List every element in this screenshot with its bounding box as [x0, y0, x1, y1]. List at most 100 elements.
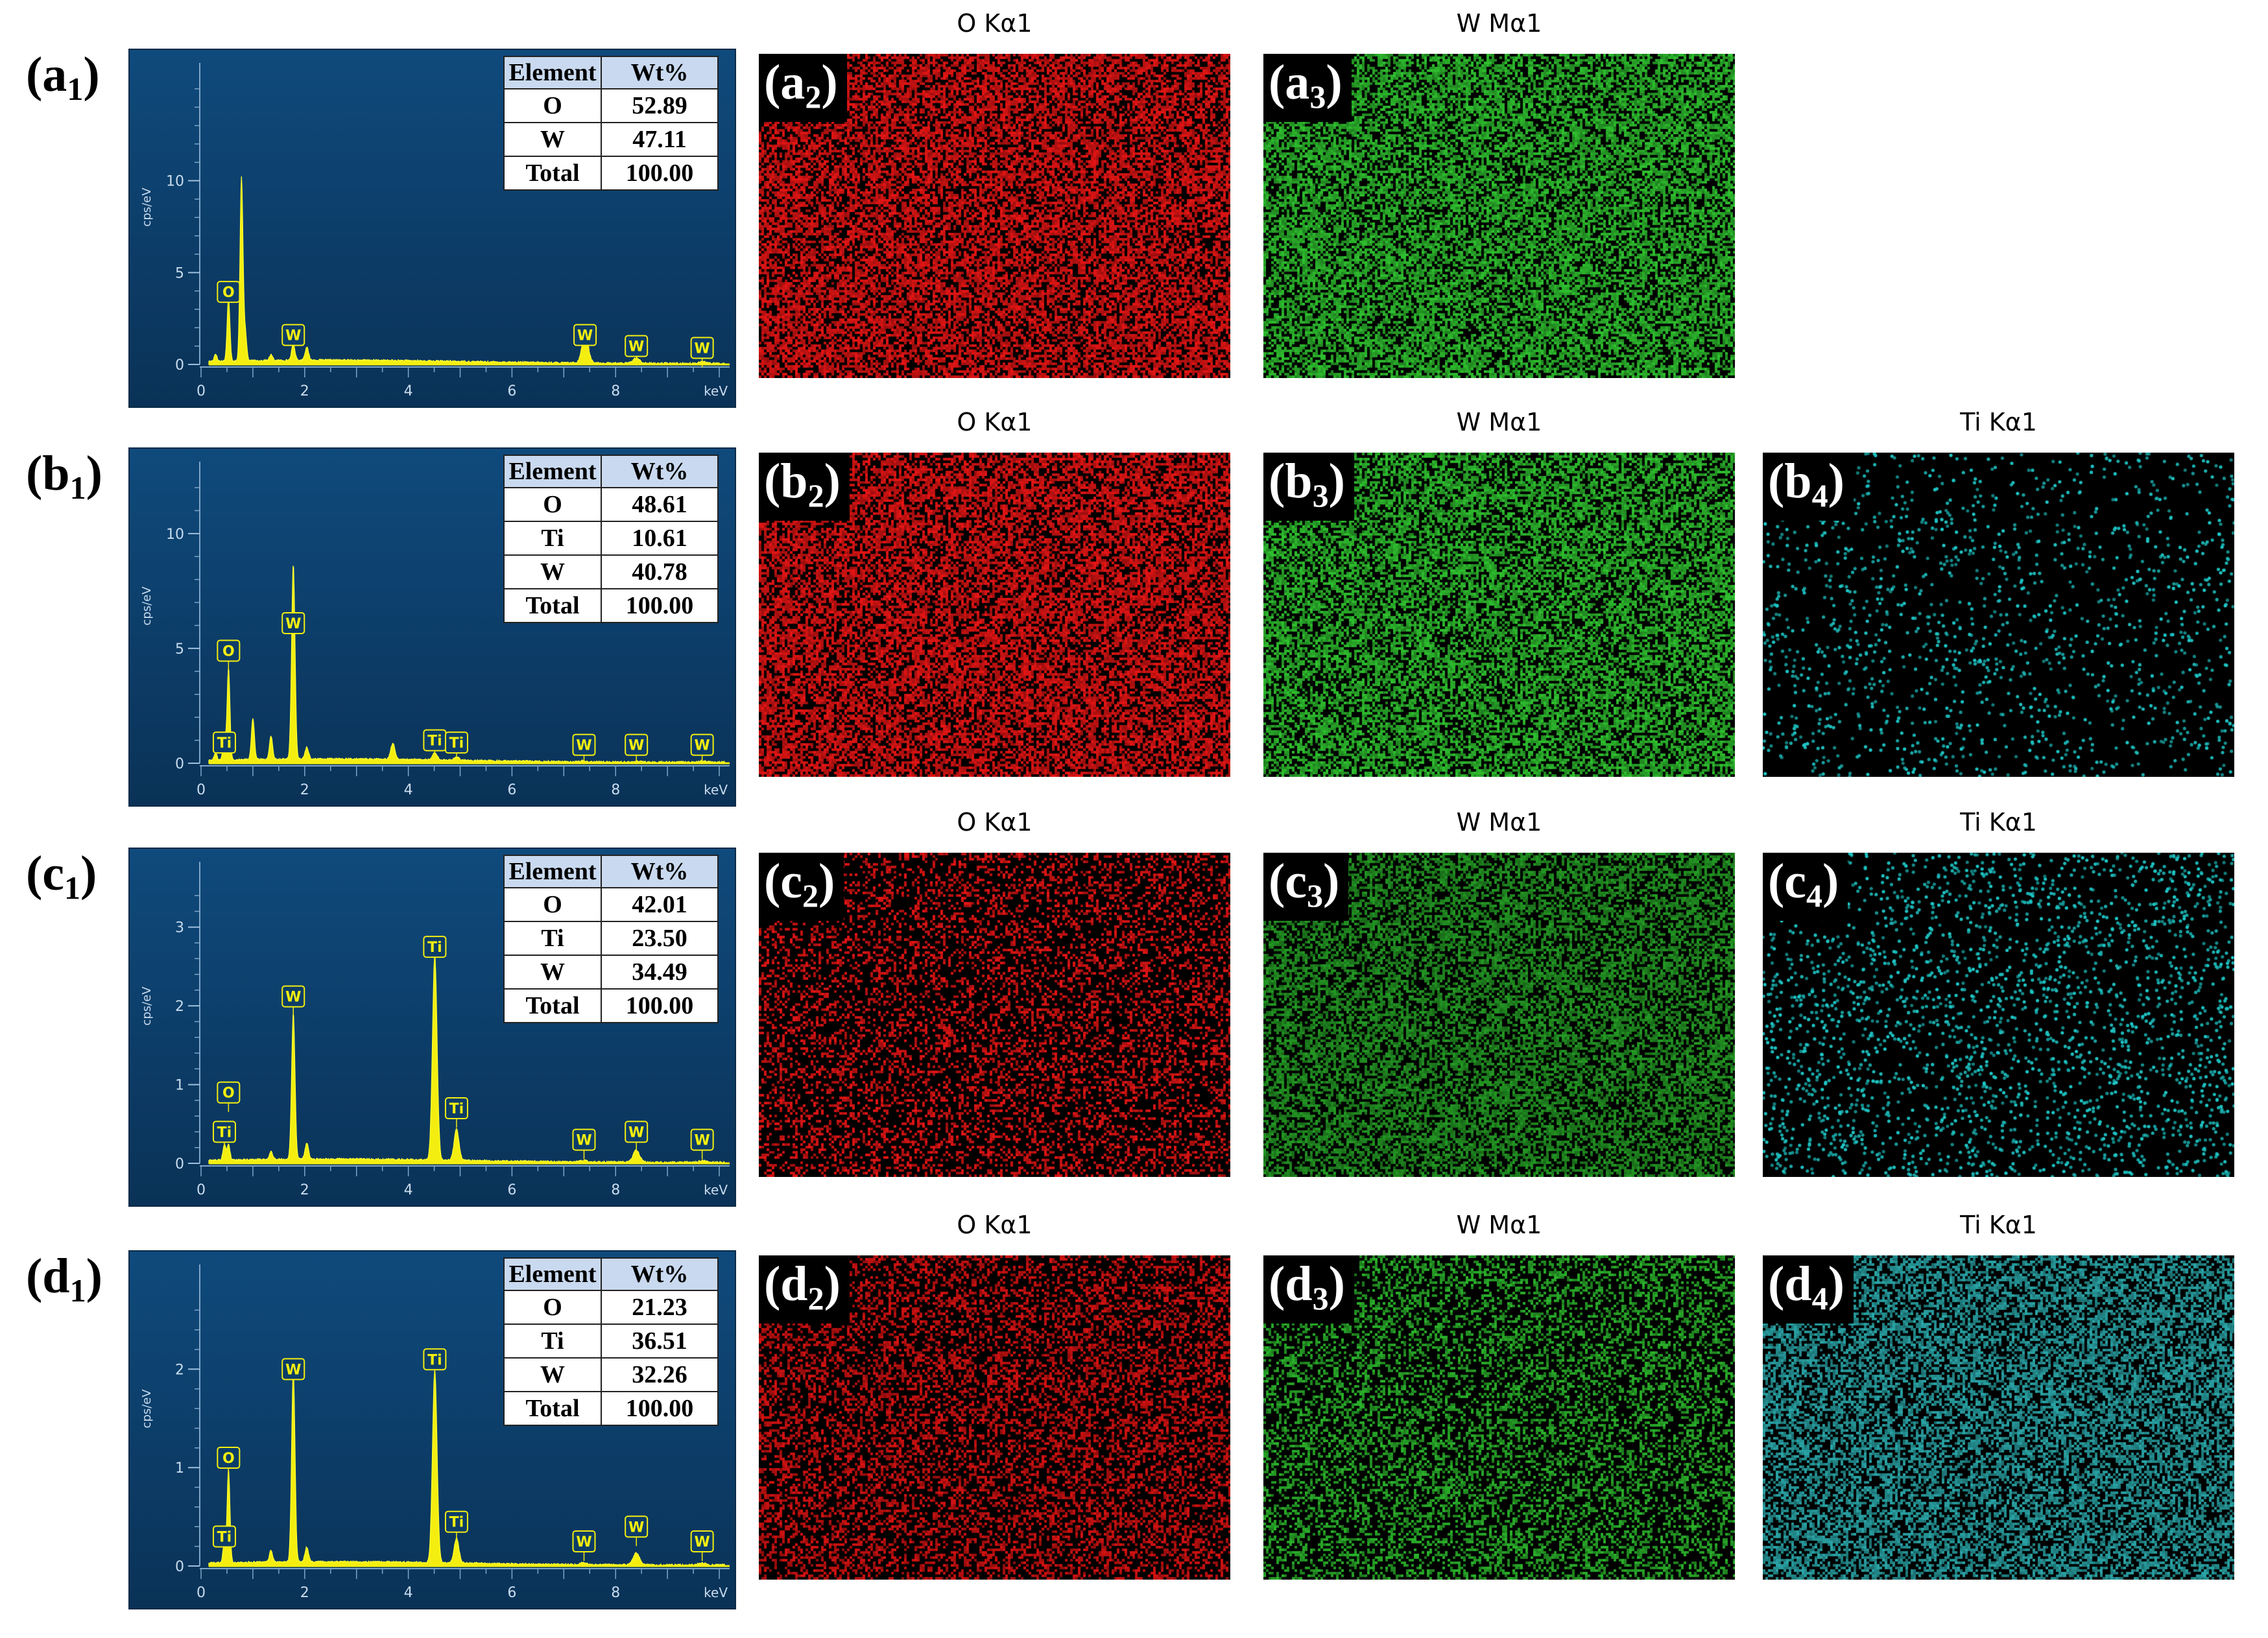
x-axis-unit: keV	[704, 782, 728, 798]
map-label: (c3)	[1263, 853, 1349, 921]
peak-tag-box	[281, 985, 305, 1008]
peak-tag: O	[217, 639, 241, 671]
peak-tag-box	[444, 731, 468, 754]
peak-tag-box	[690, 733, 714, 756]
wt-cell: 47.11	[601, 122, 719, 157]
x-tick-label: 6	[507, 1182, 516, 1198]
label-main: (b	[26, 446, 70, 501]
peak-tag-box	[690, 1128, 714, 1151]
table-row: W 40.78	[503, 554, 719, 589]
table-header: Wt%	[601, 56, 719, 89]
label-main: (d	[1768, 1257, 1812, 1311]
peak-tag-text: W	[577, 328, 593, 344]
wt-cell: 100.00	[601, 156, 719, 191]
y-tick-label: 10	[166, 174, 184, 190]
peak-tag-text: W	[695, 1534, 710, 1550]
table-row: Ti 10.61	[503, 521, 719, 556]
wt-cell: 100.00	[601, 988, 719, 1023]
x-axis-unit: keV	[704, 1182, 728, 1198]
x-tick-label: 2	[300, 782, 309, 798]
table-row: Total 100.00	[503, 588, 719, 623]
element-map: (c3)	[1263, 853, 1735, 1177]
label-subscript: 1	[69, 469, 86, 506]
peak-tag-text: W	[285, 1362, 301, 1378]
weight-table: Element Wt% O 48.61 Ti 10.61 W 40.78 Total 100.00	[503, 455, 719, 623]
element-map: (c4)	[1763, 853, 2234, 1177]
table-row: Ti 36.51	[503, 1323, 719, 1359]
label-close: )	[1828, 1257, 1844, 1311]
y-tick-label: 5	[175, 641, 184, 658]
x-axis-unit: keV	[704, 383, 728, 399]
peak-tag-text: O	[222, 643, 235, 659]
element-cell: Ti	[503, 921, 602, 956]
element-map: (a3)	[1263, 54, 1735, 378]
spectrum-curve	[208, 1370, 725, 1567]
peak-tag-box	[573, 324, 597, 346]
peak-tag-text: O	[222, 1086, 235, 1102]
peak-tag: Ti	[423, 729, 447, 760]
label-subscript: 4	[1811, 477, 1828, 514]
table-header-row: Element Wt%	[503, 455, 719, 488]
peak-tag-box	[212, 1525, 236, 1548]
peak-tag-box	[690, 337, 714, 359]
spectrum-curve	[208, 956, 725, 1164]
table-row: O 42.01	[503, 887, 719, 922]
y-tick-label: 0	[175, 1156, 184, 1172]
peak-tag: W	[281, 324, 305, 355]
peak-tag: Ti	[444, 731, 468, 763]
peak-tag-text: Ti	[217, 1124, 232, 1141]
element-cell: W	[503, 955, 602, 990]
table-row: W 34.49	[503, 955, 719, 990]
map-label: (c2)	[759, 853, 844, 921]
table-row: Ti 23.50	[503, 921, 719, 956]
y-tick-label: 2	[175, 1362, 184, 1378]
element-map: (a2)	[759, 54, 1230, 378]
wt-cell: 21.23	[601, 1290, 719, 1325]
label-subscript: 3	[1309, 78, 1326, 115]
peak-tag-text: Ti	[427, 1352, 442, 1368]
label-close: )	[824, 454, 841, 508]
label-main: (d	[764, 1257, 808, 1311]
peak-tag: W	[572, 1128, 596, 1159]
peak-tag-text: Ti	[449, 1101, 464, 1117]
peak-tag-box	[572, 733, 596, 756]
x-tick-label: 2	[300, 383, 309, 399]
peak-tag-box	[217, 281, 241, 303]
peak-tag: W	[690, 1530, 714, 1561]
peak-tag-box	[281, 1358, 305, 1381]
peak-tag-text: W	[285, 990, 301, 1006]
x-tick-label: 4	[404, 383, 413, 399]
weight-table: Element Wt% O 42.01 Ti 23.50 W 34.49 Total 100.00	[503, 855, 719, 1023]
table-row: O 52.89	[503, 88, 719, 123]
element-cell: O	[503, 887, 602, 922]
map-label: (b2)	[759, 453, 850, 521]
map-title: O Kα1	[957, 408, 1033, 436]
peak-tag: Ti	[212, 1525, 236, 1556]
table-header-row: Element Wt%	[503, 855, 719, 888]
x-tick-label: 8	[611, 782, 620, 798]
peak-tag-text: Ti	[449, 1515, 464, 1531]
map-title: W Mα1	[1456, 1211, 1542, 1239]
peak-tag: W	[690, 1128, 714, 1159]
peak-tag-text: Ti	[217, 735, 232, 752]
y-tick-label: 10	[166, 527, 184, 543]
peak-tag-text: W	[695, 738, 710, 754]
peak-tag-box	[572, 1530, 596, 1553]
peak-tag: O	[217, 1081, 241, 1112]
label-subscript: 4	[1811, 1280, 1828, 1316]
label-subscript: 3	[1307, 877, 1324, 914]
table-row: W 47.11	[503, 122, 719, 157]
element-map: (b3)	[1263, 453, 1735, 777]
table-header: Element	[503, 455, 602, 488]
element-map: (b2)	[759, 453, 1230, 777]
wt-cell: 100.00	[601, 1391, 719, 1426]
wt-cell: 32.26	[601, 1357, 719, 1392]
y-tick-label: 3	[175, 920, 184, 936]
peak-tag-text: Ti	[449, 735, 464, 752]
map-title: O Kα1	[957, 808, 1033, 837]
label-close: )	[1326, 55, 1343, 110]
label-main: (a	[1269, 55, 1310, 110]
map-title: O Kα1	[957, 1211, 1033, 1239]
map-label: (a3)	[1263, 54, 1352, 122]
x-tick-label: 8	[611, 1182, 620, 1198]
